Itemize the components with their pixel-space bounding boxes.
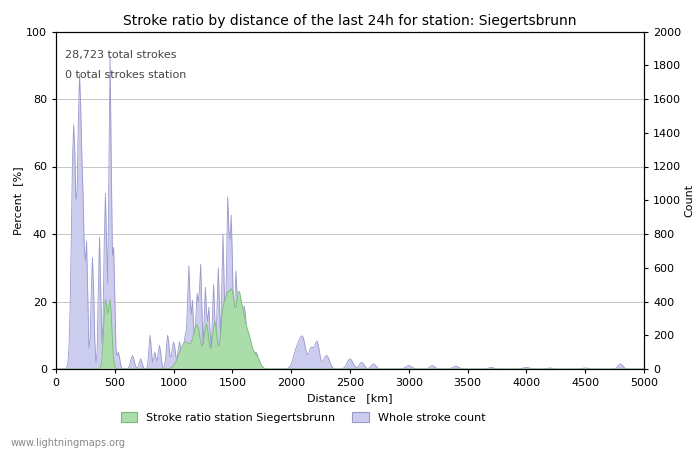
Text: 0 total strokes station: 0 total strokes station bbox=[65, 70, 186, 80]
Text: www.lightningmaps.org: www.lightningmaps.org bbox=[10, 438, 125, 448]
Y-axis label: Percent  [%]: Percent [%] bbox=[13, 166, 23, 234]
X-axis label: Distance   [km]: Distance [km] bbox=[307, 394, 393, 404]
Title: Stroke ratio by distance of the last 24h for station: Siegertsbrunn: Stroke ratio by distance of the last 24h… bbox=[123, 14, 577, 27]
Legend: Stroke ratio station Siegertsbrunn, Whole stroke count: Stroke ratio station Siegertsbrunn, Whol… bbox=[116, 408, 490, 427]
Text: 28,723 total strokes: 28,723 total strokes bbox=[65, 50, 176, 60]
Y-axis label: Count: Count bbox=[684, 184, 694, 217]
